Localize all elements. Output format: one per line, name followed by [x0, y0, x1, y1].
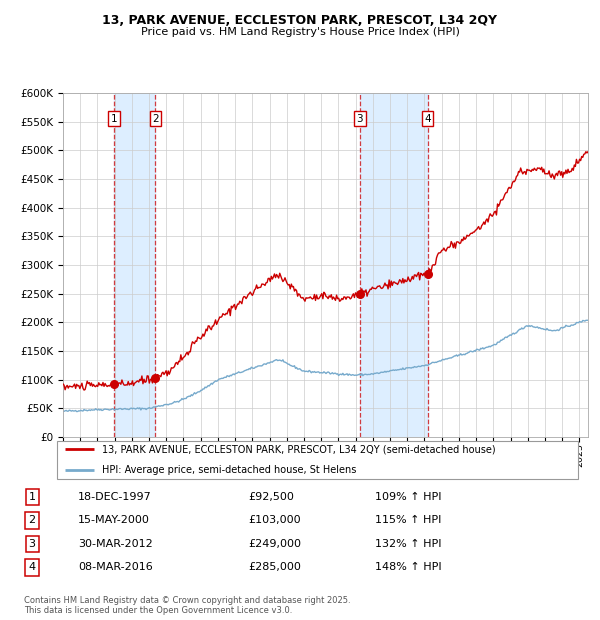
Text: 13, PARK AVENUE, ECCLESTON PARK, PRESCOT, L34 2QY: 13, PARK AVENUE, ECCLESTON PARK, PRESCOT…: [103, 14, 497, 27]
Text: £92,500: £92,500: [248, 492, 294, 502]
FancyBboxPatch shape: [56, 441, 578, 479]
Text: 4: 4: [424, 114, 431, 124]
Text: 13, PARK AVENUE, ECCLESTON PARK, PRESCOT, L34 2QY (semi-detached house): 13, PARK AVENUE, ECCLESTON PARK, PRESCOT…: [101, 445, 495, 454]
Text: £285,000: £285,000: [248, 562, 301, 572]
Text: £249,000: £249,000: [248, 539, 301, 549]
Bar: [360, 93, 428, 437]
Bar: [114, 93, 155, 437]
Text: HPI: Average price, semi-detached house, St Helens: HPI: Average price, semi-detached house,…: [101, 464, 356, 474]
Text: 15-MAY-2000: 15-MAY-2000: [78, 515, 150, 525]
Text: 1: 1: [29, 492, 35, 502]
Text: 115% ↑ HPI: 115% ↑ HPI: [375, 515, 441, 525]
Text: £103,000: £103,000: [248, 515, 301, 525]
Text: 30-MAR-2012: 30-MAR-2012: [78, 539, 153, 549]
Text: 2: 2: [152, 114, 159, 124]
Text: 109% ↑ HPI: 109% ↑ HPI: [375, 492, 442, 502]
Text: 1: 1: [110, 114, 117, 124]
Text: 4: 4: [29, 562, 36, 572]
Text: This data is licensed under the Open Government Licence v3.0.: This data is licensed under the Open Gov…: [24, 606, 292, 616]
Text: Contains HM Land Registry data © Crown copyright and database right 2025.: Contains HM Land Registry data © Crown c…: [24, 596, 350, 606]
Text: 2: 2: [29, 515, 36, 525]
Text: 3: 3: [356, 114, 363, 124]
Text: Price paid vs. HM Land Registry's House Price Index (HPI): Price paid vs. HM Land Registry's House …: [140, 27, 460, 37]
Text: 132% ↑ HPI: 132% ↑ HPI: [375, 539, 442, 549]
Text: 3: 3: [29, 539, 35, 549]
Text: 148% ↑ HPI: 148% ↑ HPI: [375, 562, 442, 572]
Text: 08-MAR-2016: 08-MAR-2016: [78, 562, 153, 572]
Text: 18-DEC-1997: 18-DEC-1997: [78, 492, 152, 502]
